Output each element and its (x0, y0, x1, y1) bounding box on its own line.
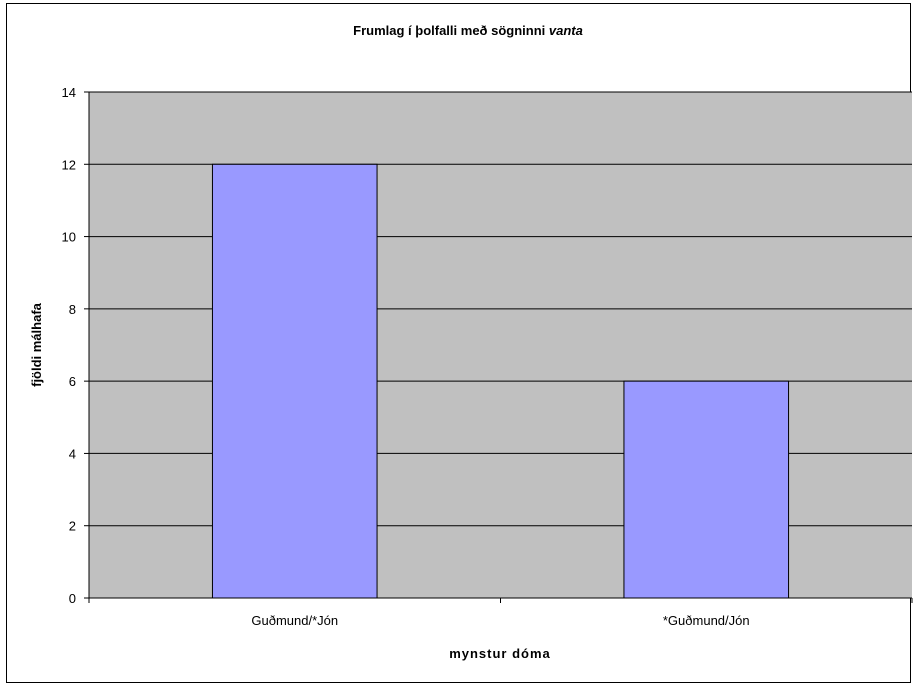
bar (211, 163, 378, 599)
bar (623, 380, 790, 599)
x-tick-labels: Guðmund/*Jón *Guðmund/Jón (251, 613, 749, 628)
x-tick-label: *Guðmund/Jón (663, 613, 750, 628)
y-tick-label: 2 (69, 519, 76, 534)
y-tick-label: 8 (69, 302, 76, 317)
y-tick-label: 4 (69, 446, 76, 461)
chart-title: Frumlag í þolfalli með sögninni vanta (353, 23, 583, 38)
y-axis-title: fjöldi málhafa (29, 302, 44, 387)
x-tick-label: Guðmund/*Jón (251, 613, 338, 628)
y-tick-label: 6 (69, 374, 76, 389)
axes (84, 91, 913, 603)
y-tick-label: 12 (62, 157, 76, 172)
y-tick-label: 14 (62, 85, 76, 100)
y-tick-label: 0 (69, 591, 76, 606)
x-axis-title: mynstur dóma (449, 646, 551, 661)
y-tick-label: 10 (62, 230, 76, 245)
y-tick-labels: 0 2 4 6 8 10 12 14 (62, 85, 76, 606)
